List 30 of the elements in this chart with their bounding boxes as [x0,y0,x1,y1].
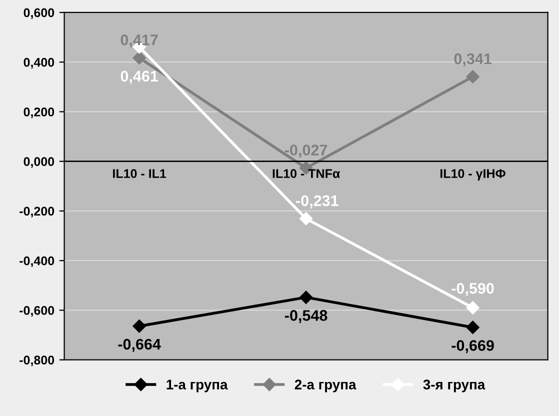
y-tick-label: -0,200 [20,206,54,218]
point [299,290,313,304]
data-label: -0,664 [118,338,161,352]
y-tick-label: -0,800 [20,356,54,366]
data-label: -0,231 [296,195,338,208]
point [132,320,146,333]
y-tick-label: -0,400 [20,256,54,268]
data-label: 0,461 [120,70,158,84]
legend-label: 3-я група [423,380,486,392]
y-tick-label: 0,200 [24,108,54,118]
data-label: -0,548 [284,310,328,324]
y-tick-label: 0,400 [24,58,54,69]
point [466,301,480,314]
point [466,70,480,84]
point [299,212,313,226]
y-tick-label: -0,600 [20,306,54,317]
y-tick-label: 0,600 [24,8,54,19]
legend-label: 1-а група [166,380,228,392]
x-tick-label: IL10 - TNFα [272,169,340,178]
data-label: -0,027 [284,144,328,158]
data-label: -0,669 [452,340,494,354]
x-tick-label: IL10 - γІНФ [440,169,506,180]
data-label: -0,590 [452,282,494,296]
point [132,51,146,64]
data-label: 0,417 [120,34,158,48]
point [466,320,480,334]
data-label: 0,341 [454,53,492,66]
legend-label: 2-а група [294,380,356,392]
y-tick-label: 0,000 [24,157,54,168]
x-tick-label: IL10 - IL1 [113,169,166,178]
